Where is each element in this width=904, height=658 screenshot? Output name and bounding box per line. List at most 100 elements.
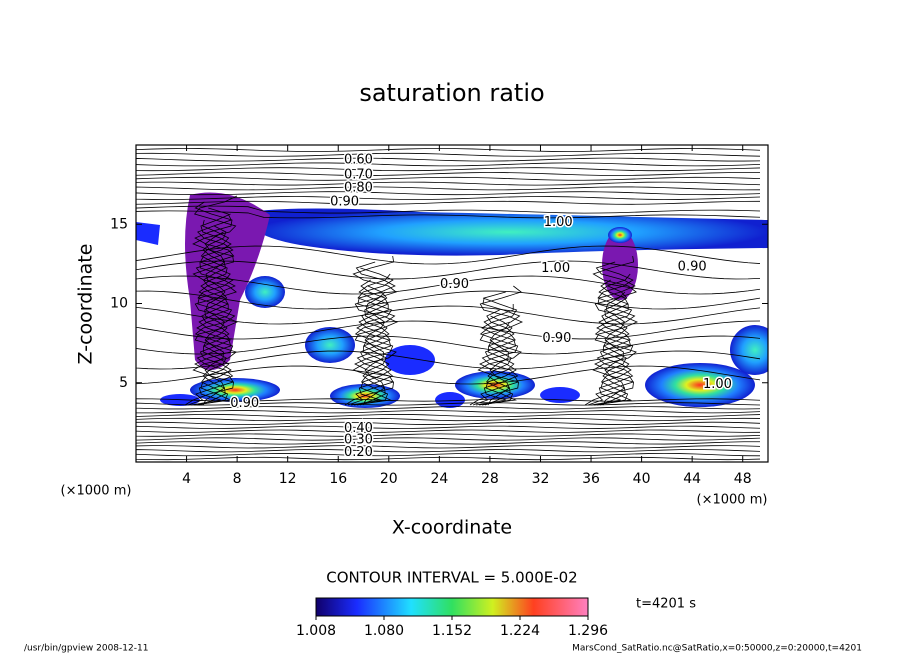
- contour-line: [136, 456, 761, 461]
- contour-line: [136, 200, 761, 205]
- x-tick-label: 20: [380, 471, 398, 487]
- contour-line: [136, 441, 761, 445]
- contour-label: 0.20: [344, 445, 373, 460]
- x-tick-label: 16: [329, 471, 347, 487]
- colorbar-tick-label: 1.224: [500, 623, 540, 639]
- contour-line: [136, 290, 761, 310]
- contour-line: [136, 414, 761, 418]
- contour-line: [136, 320, 761, 340]
- contour-line: [362, 291, 386, 406]
- x-axis-label: X-coordinate: [392, 517, 512, 539]
- colorbar: [315, 597, 589, 617]
- contour-label: 1.00: [541, 261, 570, 276]
- footer-left: /usr/bin/gpview 2008-12-11: [24, 644, 148, 654]
- x-tick-label: 48: [734, 471, 752, 487]
- contour-line: [136, 449, 761, 453]
- contour-label: 1.00: [703, 377, 732, 392]
- contour-line: [584, 255, 639, 406]
- time-label: t=4201 s: [636, 597, 696, 612]
- contour-label: 0.90: [678, 260, 707, 275]
- contour-line: [136, 181, 761, 186]
- contour-label: 0.80: [344, 180, 373, 195]
- contour-lines: [136, 148, 761, 461]
- contour-label: 0.90: [330, 195, 359, 210]
- contour-line: [136, 425, 761, 429]
- contour-line: [472, 291, 521, 406]
- contour-line: [356, 279, 390, 406]
- contour-line: [344, 255, 399, 406]
- contour-line: [136, 210, 761, 219]
- contour-line: [136, 437, 761, 441]
- contour-line: [136, 410, 761, 414]
- y-unit: (×1000 m): [697, 493, 768, 508]
- contour-line: [187, 201, 236, 406]
- contour-line: [487, 321, 510, 406]
- contour-line: [599, 285, 628, 406]
- contour-line: [136, 157, 761, 162]
- contour-line: [193, 213, 232, 406]
- x-tick-label: 32: [532, 471, 550, 487]
- contour-line: [596, 279, 630, 406]
- contour-line: [136, 406, 761, 410]
- contour-line: [136, 305, 761, 325]
- contour-line: [136, 205, 761, 214]
- contour-line: [136, 176, 761, 181]
- contour-line: [136, 365, 761, 385]
- y-tick-label: 5: [119, 375, 128, 391]
- contour-line: [136, 152, 761, 157]
- contour-line: [484, 315, 513, 406]
- contour-line: [136, 452, 761, 457]
- contour-interval: CONTOUR INTERVAL = 5.000E-02: [326, 569, 577, 587]
- y-axis-label: Z-coordinate: [75, 244, 97, 365]
- y-tick-label: 10: [110, 296, 128, 312]
- contour-line: [136, 186, 761, 191]
- contour-line: [136, 335, 761, 355]
- y-tick-label: 15: [110, 216, 128, 232]
- contour-line: [136, 245, 761, 265]
- contour-label: 1.00: [544, 215, 573, 230]
- colorbar-tick-label: 1.152: [432, 623, 472, 639]
- contour-label: 0.70: [344, 168, 373, 183]
- x-tick-label: 4: [182, 471, 191, 487]
- contour-line: [587, 261, 636, 406]
- contour-line: [602, 291, 626, 406]
- contour-line: [136, 429, 761, 433]
- contour-label: 0.40: [344, 421, 373, 436]
- contour-line: [478, 303, 517, 406]
- contour-line: [136, 275, 761, 295]
- contour-label: 0.90: [230, 396, 259, 411]
- x-tick-label: 44: [683, 471, 701, 487]
- contour-line: [136, 398, 761, 402]
- contour-line: [136, 196, 761, 200]
- x-unit: (×1000 m): [61, 484, 132, 499]
- contour-line: [202, 231, 226, 406]
- colorbar-ticks: 1.008 1.080 1.152 1.224 1.296: [296, 616, 608, 639]
- x-tick-label: 12: [279, 471, 297, 487]
- contour-label: 0.60: [344, 153, 373, 168]
- x-tick-label: 40: [633, 471, 651, 487]
- contour-line: [347, 261, 396, 406]
- contour-line: [136, 421, 761, 425]
- contour-line: [136, 402, 761, 406]
- contour-line: [481, 309, 515, 406]
- contour-line: [593, 273, 632, 406]
- contour-label: 0.90: [440, 277, 469, 292]
- contour-line: [136, 350, 761, 370]
- contour-line: [353, 273, 392, 406]
- contour-line: [199, 225, 228, 406]
- chart-title: saturation ratio: [359, 79, 544, 107]
- contour-line: [136, 172, 761, 176]
- contour-line: [136, 162, 761, 167]
- x-tick-label: 36: [582, 471, 600, 487]
- x-tick-label: 28: [481, 471, 499, 487]
- colorbar-tick-label: 1.296: [568, 623, 608, 639]
- contour-line: [136, 191, 761, 196]
- contour-line: [136, 260, 761, 280]
- colorbar-tick-label: 1.080: [364, 623, 404, 639]
- contour-line: [359, 285, 388, 406]
- contour-line: [190, 207, 234, 406]
- contour-label: 0.90: [542, 331, 571, 346]
- contour-line: [136, 433, 761, 437]
